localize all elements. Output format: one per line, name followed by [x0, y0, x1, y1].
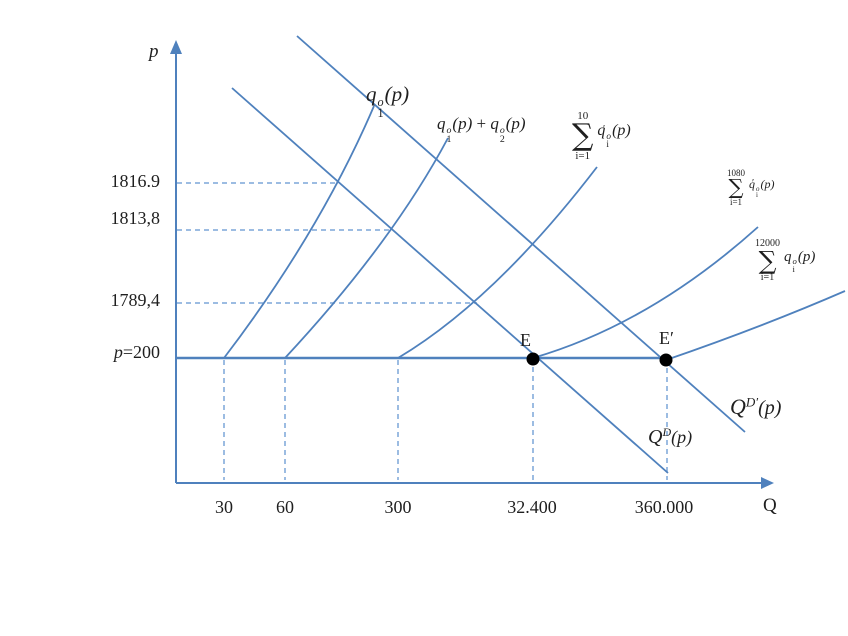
x-tick-300: 300	[384, 497, 412, 517]
supply-curve-sum-10	[397, 166, 598, 359]
x-tick-60: 60	[276, 497, 294, 517]
point-label-e-prime: E′	[659, 328, 674, 348]
sum-prime-mark: ′	[752, 178, 755, 189]
sum-prime-mark: ′	[603, 124, 606, 135]
y-tick-1813-8: 1813,8	[110, 208, 161, 228]
curve-label-sum-12000: 12000 ∑ i=1 q o i (p)	[755, 238, 816, 283]
y-tick-1816-9: 1816.9	[110, 171, 161, 191]
y-tick-p-200: p=200	[85, 342, 160, 363]
price-var: p	[113, 342, 123, 362]
curve-label-sum-1080: 1080 ∑ i=1 ′ q o i (p)	[727, 168, 775, 207]
point-label-e: E	[520, 330, 531, 350]
x-tick-30: 30	[215, 497, 233, 517]
curve-label-qd-prime: QD′(p)	[730, 394, 782, 419]
supply-curve-q1-plus-q2	[284, 137, 449, 359]
curve-label-sum-10: 10 ∑ i=1 ′ q o i (p)	[572, 110, 631, 162]
curve-label-qd: QD(p)	[648, 425, 693, 448]
y-tick-1789-4: 1789,4	[110, 290, 161, 310]
supply-curve-sum-1080	[532, 226, 759, 359]
curve-label-q1-plus-q2: q o 1 (p) + q o 2 (p)	[437, 114, 526, 145]
supply-curve-q1	[223, 105, 375, 359]
point-e-prime-dot	[659, 353, 673, 367]
x-tick-32400: 32.400	[507, 497, 557, 517]
x-tick-360000: 360.000	[634, 497, 694, 517]
x-axis-arrow-icon	[761, 477, 774, 489]
sigma-icon: ∑	[728, 175, 744, 199]
sigma-icon: ∑	[758, 246, 777, 275]
y-axis-label: p	[149, 41, 159, 62]
supply-curve-sum-12000	[665, 290, 846, 361]
y-axis-arrow-icon	[170, 40, 182, 54]
sigma-icon: ∑	[572, 118, 594, 153]
plus-sign: +	[476, 114, 487, 133]
demand-line-qd-prime	[296, 35, 746, 433]
curve-label-q1: q o 1 (p)	[366, 82, 410, 120]
x-axis-label: Q	[763, 495, 777, 516]
demand-line-qd	[231, 87, 669, 474]
point-e-dot	[526, 352, 540, 366]
price-value: =200	[122, 342, 160, 362]
